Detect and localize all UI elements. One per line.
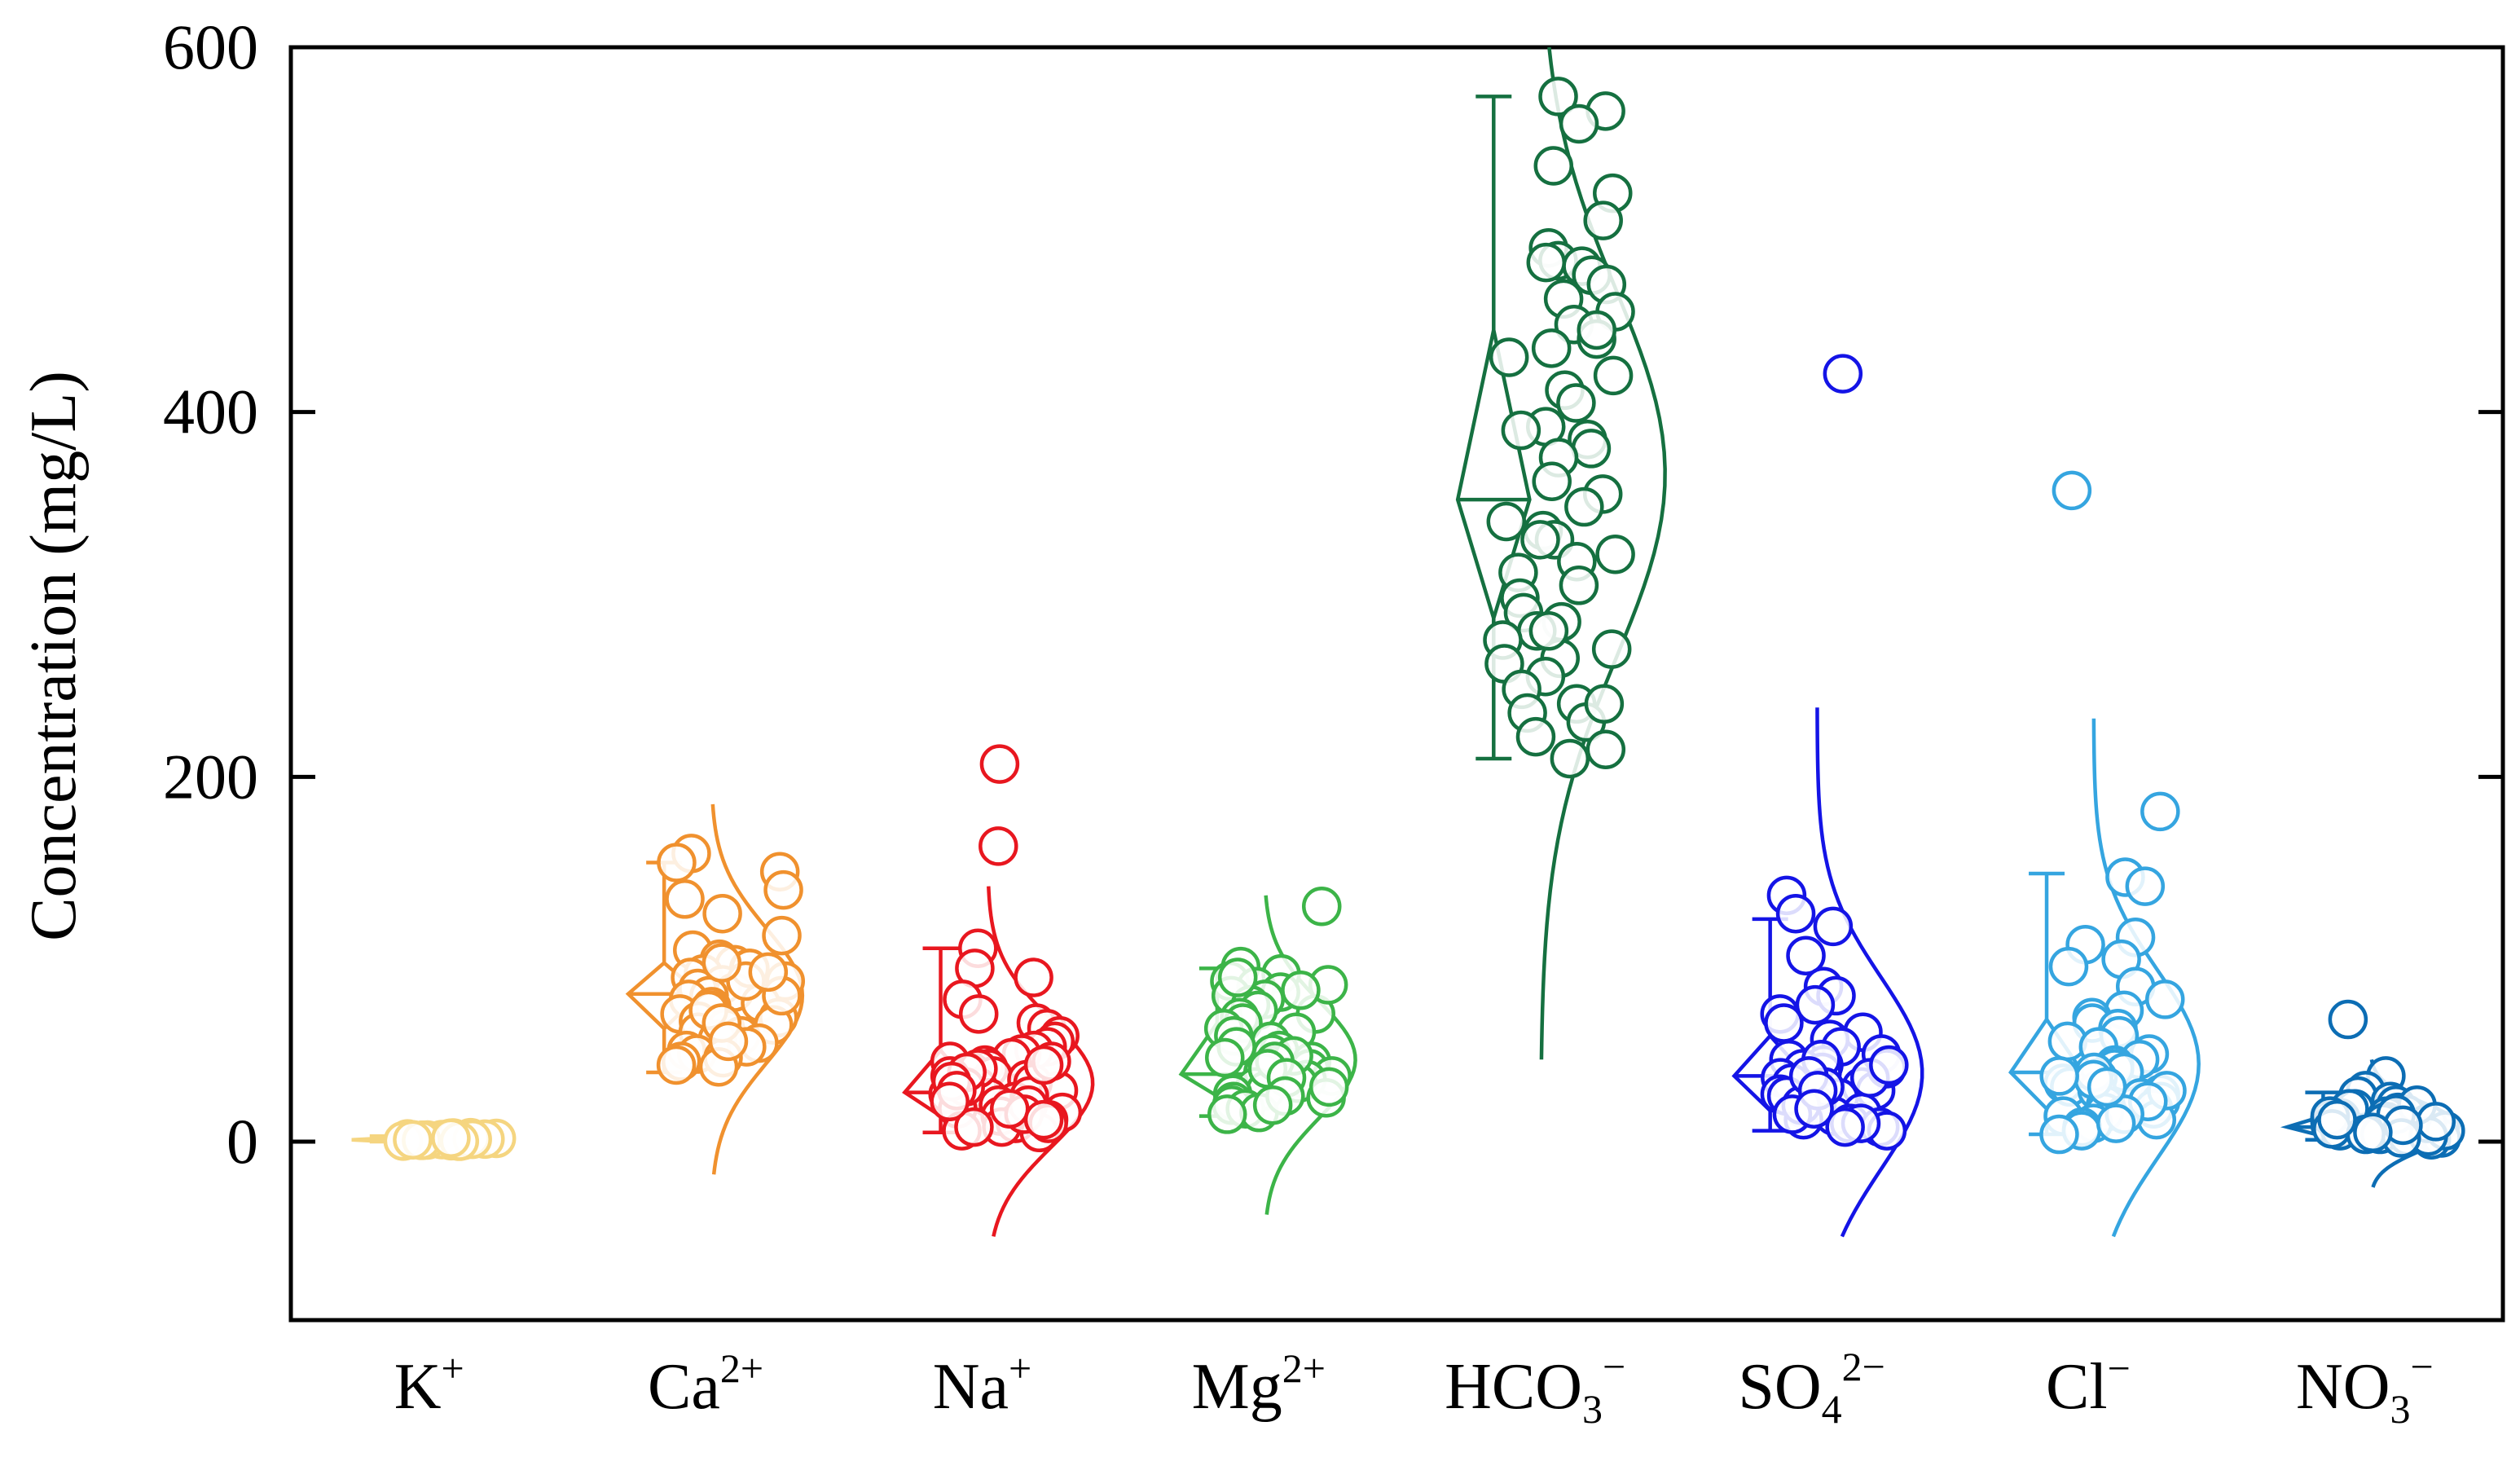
x-label-k: K+ [394,1345,464,1423]
data-point [1311,1069,1347,1105]
x-label-no3: NO3− [2296,1344,2434,1432]
series-ca [628,804,803,1174]
data-point [394,1122,430,1158]
data-point [1522,522,1558,557]
data-point [658,1047,694,1083]
data-point [1207,1040,1242,1076]
data-point [1871,1047,1906,1083]
data-point [658,845,694,881]
data-point [705,896,741,931]
data-point [2320,1102,2355,1138]
data-point [2041,1116,2077,1152]
data-point [961,996,996,1032]
data-point [1282,972,1318,1008]
data-point [764,918,800,953]
data-point [1209,1096,1245,1132]
data-point [1778,896,1814,931]
data-point [1552,741,1588,777]
data-point [1561,106,1597,142]
data-point [1016,960,1052,996]
series-hco3 [1458,47,1665,1059]
data-point [1558,385,1594,420]
data-point [1528,244,1564,280]
data-point [710,1023,746,1059]
series-mg [1181,888,1356,1214]
data-point [1026,1102,1062,1138]
data-point [2051,949,2087,984]
data-point [1561,567,1597,603]
data-point [2089,1069,2125,1105]
series-so4 [1735,356,1923,1237]
data-point [1026,1047,1062,1083]
data-point [704,945,740,981]
chart: 0 200 400 600 Concentration (mg/L) K+ Ca2+ Na… [0,0,2520,1479]
data-point [2142,794,2178,830]
x-label-cl: Cl− [2046,1345,2131,1423]
data-point [1255,1087,1291,1123]
data-point [433,1120,468,1156]
data-point [1304,888,1339,924]
data-point [1566,489,1602,525]
data-point [1518,719,1554,755]
data-point [2418,1103,2454,1139]
data-point [980,828,1016,864]
data-point [1588,732,1624,768]
data-point [1797,1091,1832,1127]
data-point [1503,412,1539,448]
series-na [904,746,1093,1237]
data-point [1534,464,1570,500]
data-point [1594,632,1629,667]
data-point [1766,1006,1801,1041]
data-point [1598,536,1634,572]
x-label-mg: Mg2+ [1192,1345,1326,1423]
data-point [750,954,786,990]
data-point [2355,1115,2390,1151]
data-point [1595,358,1631,394]
data-point [1585,203,1621,239]
data-point [2330,1001,2366,1037]
data-point [1533,330,1569,366]
data-point [2147,981,2183,1017]
data-point [1531,613,1567,649]
data-point [766,872,802,908]
y-tick-label: 200 [163,741,258,812]
x-label-ca: Ca2+ [648,1345,763,1423]
data-point [982,746,1018,782]
y-tick-label: 0 [226,1106,258,1177]
x-label-hco3: HCO3− [1445,1344,1625,1432]
data-point [1536,147,1572,183]
data-point [2054,473,2090,508]
data-point [1579,312,1615,348]
data-point [1573,430,1609,466]
series-group [352,47,2464,1236]
data-point [1815,909,1851,944]
data-point [992,1091,1027,1127]
data-point [932,1084,968,1120]
data-point [2098,1106,2134,1142]
series-no3 [2287,1001,2463,1187]
x-label-na: Na+ [933,1345,1031,1423]
series-k [352,1120,515,1159]
data-point [2127,869,2163,905]
series-cl [2011,473,2199,1236]
x-label-so4: SO42− [1738,1344,1885,1432]
data-point [1825,356,1861,392]
data-point [667,881,703,917]
y-tick-label: 600 [163,11,258,82]
y-tick-label: 400 [163,376,258,447]
y-axis-title: Concentration (mg/L) [18,371,90,941]
x-axis-labels: K+ Ca2+ Na+ Mg2+ HCO3− SO42− Cl− NO3− [394,1344,2434,1432]
data-point [1489,504,1524,539]
data-point [1491,340,1527,376]
data-point [1220,960,1256,996]
data-point [1586,686,1622,722]
data-point [2042,1058,2078,1094]
